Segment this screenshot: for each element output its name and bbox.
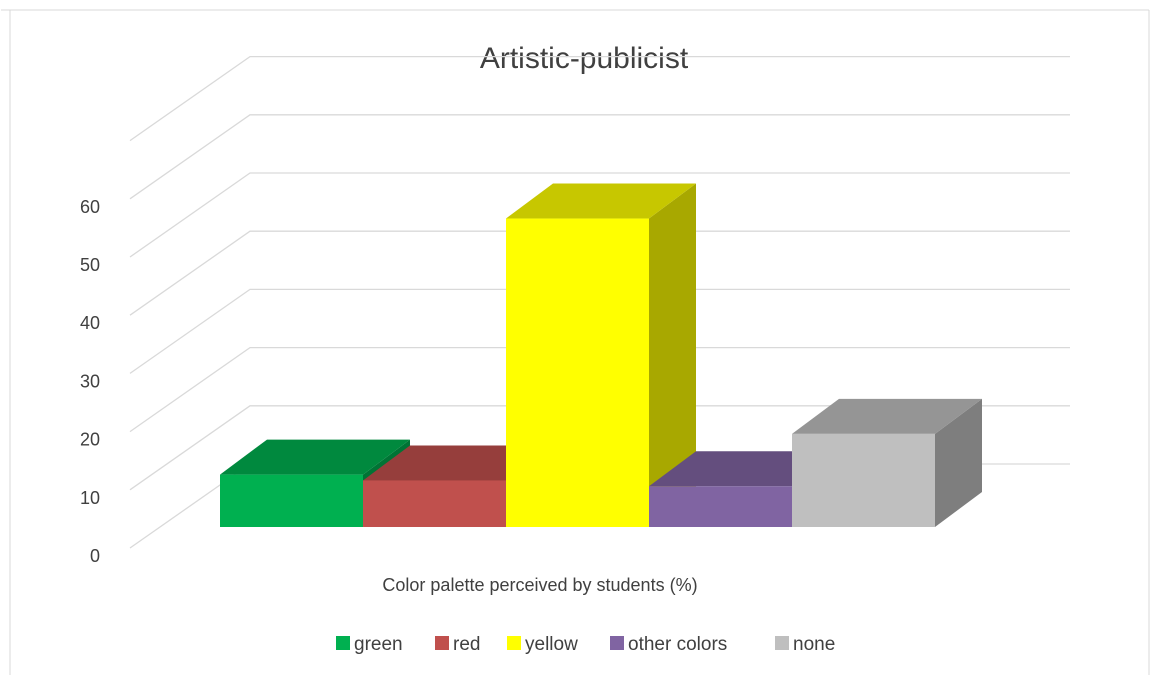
bar [792,398,982,527]
y-tick-label: 0 [90,546,100,566]
bar-side-face [935,398,982,527]
legend-item: green [336,634,403,655]
gridline [129,55,1070,142]
legend-item: yellow [507,634,578,655]
bar-front-face [792,433,935,527]
gridlines [129,55,1070,549]
y-axis-ticks: 0 10 20 30 40 50 60 [80,197,100,566]
bar-front-face [649,486,792,527]
bars [220,183,982,528]
bar-top-face [649,451,839,487]
bar-top-face [792,398,982,434]
bar-front-face [220,474,363,527]
legend-label: yellow [525,634,578,655]
legend-swatch [610,636,624,650]
gridline [129,230,1070,316]
legend-label: green [354,634,403,655]
bar-front-face [506,218,649,528]
gridline [129,288,1070,374]
bar-front-face [363,480,506,527]
bar-side-face [649,183,696,528]
x-axis-label: Color palette perceived by students (%) [382,575,697,595]
y-tick-label: 30 [80,371,100,391]
legend-item: red [435,634,480,655]
legend-swatch [775,636,789,650]
gridline [129,172,1070,258]
gridline [129,114,1070,200]
y-tick-label: 60 [80,197,100,217]
legend: green red yellow other colors none [336,634,835,655]
bar-top-face [363,445,553,481]
legend-swatch [336,636,350,650]
legend-item: none [775,634,835,655]
bar [506,183,696,528]
y-tick-label: 20 [80,430,100,450]
bar-top-face [506,183,696,219]
legend-swatch [507,636,521,650]
gridline [129,346,1070,433]
y-tick-label: 50 [80,255,100,275]
y-tick-label: 40 [80,313,100,333]
bar-top-face [220,439,410,475]
legend-swatch [435,636,449,650]
chart-title: Artistic-publicist [480,42,689,75]
legend-label: red [453,634,480,655]
gridline [129,405,1070,491]
legend-label: none [793,634,835,655]
legend-item: other colors [610,634,727,655]
y-tick-label: 10 [80,488,100,508]
legend-label: other colors [628,634,727,655]
